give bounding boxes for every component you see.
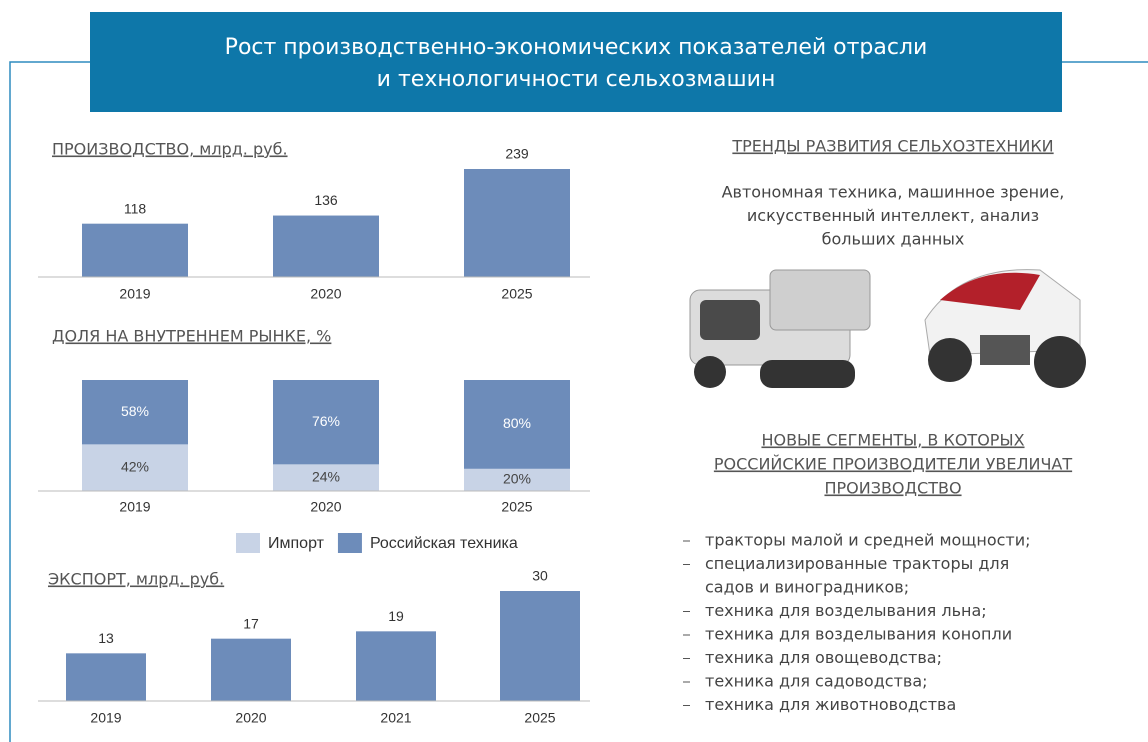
legend-swatch xyxy=(338,533,362,553)
x-tick-label: 2020 xyxy=(310,499,341,515)
segment-item: садов и виноградников; xyxy=(705,578,909,597)
bar xyxy=(211,639,291,701)
value-label: 76% xyxy=(312,413,340,429)
segment-item: техника для животноводства xyxy=(705,695,956,714)
bar xyxy=(66,653,146,701)
section-title: РОССИЙСКИЕ ПРОИЗВОДИТЕЛИ УВЕЛИЧАТ xyxy=(714,455,1072,474)
segment-item: тракторы малой и средней мощности; xyxy=(705,531,1031,550)
value-label: 20% xyxy=(503,471,531,487)
section-title: ПРОИЗВОДСТВО xyxy=(824,479,961,498)
header-title: Рост производственно-экономических показ… xyxy=(225,35,928,60)
legend-label: Российская техника xyxy=(370,535,518,552)
bar xyxy=(82,224,188,277)
trends-text: больших данных xyxy=(822,230,965,249)
harvester-image xyxy=(690,270,870,388)
x-tick-label: 2025 xyxy=(501,286,532,302)
infographic: Рост производственно-экономических показ… xyxy=(0,0,1148,742)
bar xyxy=(500,591,580,701)
segment-item: техника для возделывания льна; xyxy=(705,601,987,620)
value-label: 42% xyxy=(121,458,149,474)
header-title: и технологичности сельхозмашин xyxy=(377,67,776,92)
value-label: 118 xyxy=(124,200,147,216)
bar xyxy=(356,631,436,701)
section-title: ПРОИЗВОДСТВО, млрд. руб. xyxy=(52,140,288,159)
section-title: ТРЕНДЫ РАЗВИТИЯ СЕЛЬХОЗТЕХНИКИ xyxy=(731,137,1053,156)
segment-item: техника для садоводства; xyxy=(705,672,928,691)
trends-text: искусственный интеллект, анализ xyxy=(747,206,1039,225)
value-label: 80% xyxy=(503,415,531,431)
value-label: 136 xyxy=(314,192,338,208)
x-tick-label: 2019 xyxy=(90,710,121,726)
section-title: ДОЛЯ НА ВНУТРЕННЕМ РЫНКЕ, % xyxy=(52,327,331,346)
section-title: ЭКСПОРТ, млрд. руб. xyxy=(48,570,224,589)
x-tick-label: 2025 xyxy=(501,499,532,515)
segment-item: специализированные тракторы для xyxy=(705,554,1009,573)
header-box xyxy=(90,12,1062,112)
value-label: 30 xyxy=(532,568,548,584)
value-label: 24% xyxy=(312,468,340,484)
value-label: 13 xyxy=(98,630,114,646)
value-label: 17 xyxy=(243,615,259,631)
legend-swatch xyxy=(236,533,260,553)
x-tick-label: 2019 xyxy=(119,499,150,515)
segment-item: техника для возделывания конопли xyxy=(705,625,1012,644)
x-tick-label: 2025 xyxy=(524,710,555,726)
value-label: 19 xyxy=(388,608,404,624)
value-label: 239 xyxy=(505,146,529,162)
x-tick-label: 2019 xyxy=(119,286,150,302)
value-label: 58% xyxy=(121,403,149,419)
trends-text: Автономная техника, машинное зрение, xyxy=(722,183,1065,202)
x-tick-label: 2020 xyxy=(235,710,266,726)
bar xyxy=(464,169,570,277)
segment-item: техника для овощеводства; xyxy=(705,648,942,667)
section-title: НОВЫЕ СЕГМЕНТЫ, В КОТОРЫХ xyxy=(761,431,1024,450)
bar xyxy=(273,216,379,277)
harvester-image xyxy=(925,270,1086,388)
x-tick-label: 2020 xyxy=(310,286,341,302)
x-tick-label: 2021 xyxy=(380,710,411,726)
legend-label: Импорт xyxy=(268,535,325,552)
